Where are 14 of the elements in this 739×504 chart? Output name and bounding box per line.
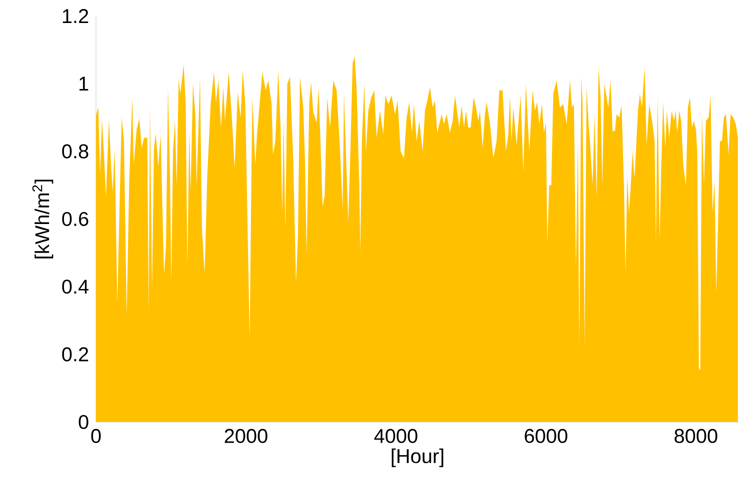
x-tick-label: 4000 — [374, 428, 418, 444]
y-tick-label: 0.4 — [62, 280, 89, 294]
y-tick-label: 0 — [78, 414, 88, 430]
x-tick-label: 8000 — [674, 428, 718, 444]
y-tick-label: 0.6 — [62, 212, 88, 226]
y-tick-label: 0.8 — [62, 144, 88, 158]
x-axis-title: [Hour] — [392, 448, 444, 468]
y-tick-label: 1 — [80, 76, 88, 91]
y-axis-title: [kWh/m$^{2}$] — [32, 180, 54, 258]
y-tick-label: 0.2 — [62, 347, 88, 362]
x-tick-label: 6000 — [524, 428, 568, 444]
x-tick-label: 2000 — [224, 428, 268, 444]
x-tick-label: 0 — [91, 428, 101, 444]
y-tick-label: 1.2 — [62, 9, 88, 23]
